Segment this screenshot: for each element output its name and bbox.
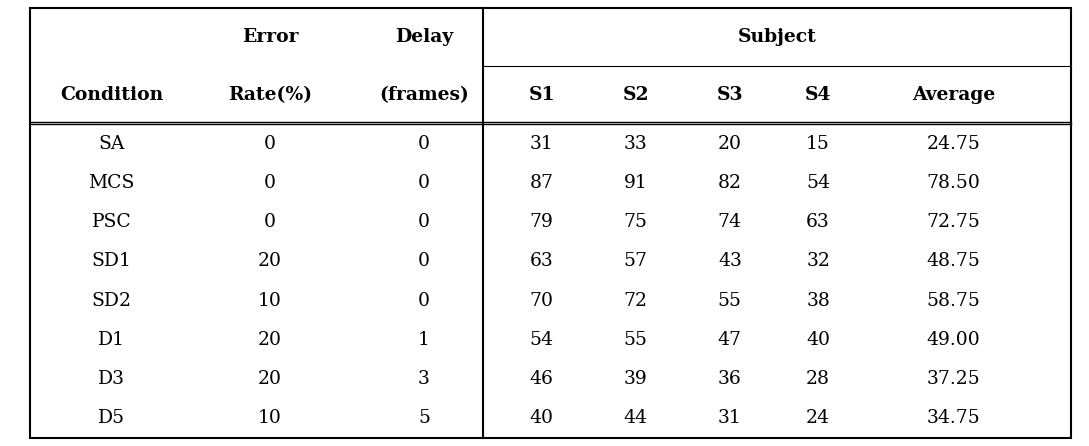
Text: Subject: Subject: [737, 28, 817, 46]
Text: 72: 72: [624, 292, 648, 310]
Text: 55: 55: [624, 331, 648, 349]
Text: 46: 46: [529, 370, 553, 388]
Text: 0: 0: [264, 135, 276, 153]
Text: 0: 0: [418, 174, 430, 192]
Text: 91: 91: [624, 174, 648, 192]
Text: 37.25: 37.25: [927, 370, 980, 388]
Text: Error: Error: [242, 28, 298, 46]
Text: 31: 31: [718, 409, 742, 427]
Text: PSC: PSC: [91, 213, 132, 231]
Text: 3: 3: [418, 370, 430, 388]
Text: 40: 40: [529, 409, 553, 427]
Text: 15: 15: [806, 135, 830, 153]
Text: 0: 0: [418, 135, 430, 153]
Text: 49.00: 49.00: [927, 331, 980, 349]
Text: 0: 0: [418, 292, 430, 310]
Text: 24: 24: [806, 409, 830, 427]
Text: D5: D5: [98, 409, 125, 427]
Text: 24.75: 24.75: [927, 135, 980, 153]
Text: 10: 10: [258, 409, 282, 427]
Text: (frames): (frames): [379, 86, 469, 104]
Text: 55: 55: [718, 292, 742, 310]
Text: D1: D1: [98, 331, 125, 349]
Text: 20: 20: [258, 331, 282, 349]
Text: 63: 63: [529, 252, 553, 270]
Text: 87: 87: [529, 174, 553, 192]
Text: 40: 40: [806, 331, 830, 349]
Text: 54: 54: [806, 174, 830, 192]
Text: SD1: SD1: [91, 252, 132, 270]
Text: 20: 20: [258, 370, 282, 388]
Text: 63: 63: [806, 213, 830, 231]
Text: S4: S4: [805, 86, 831, 104]
Text: 0: 0: [418, 213, 430, 231]
Text: 79: 79: [529, 213, 553, 231]
Text: 47: 47: [718, 331, 742, 349]
Text: 33: 33: [624, 135, 648, 153]
Text: 10: 10: [258, 292, 282, 310]
Text: 82: 82: [718, 174, 742, 192]
Text: Condition: Condition: [60, 86, 163, 104]
Text: 20: 20: [258, 252, 282, 270]
Text: S2: S2: [623, 86, 649, 104]
Text: 48.75: 48.75: [927, 252, 980, 270]
Text: D3: D3: [98, 370, 125, 388]
Text: 0: 0: [418, 252, 430, 270]
Text: 0: 0: [264, 174, 276, 192]
Text: S1: S1: [528, 86, 555, 104]
Text: S3: S3: [717, 86, 743, 104]
Text: 32: 32: [806, 252, 830, 270]
Text: 31: 31: [529, 135, 553, 153]
Text: 34.75: 34.75: [927, 409, 980, 427]
Text: 28: 28: [806, 370, 830, 388]
Text: MCS: MCS: [88, 174, 135, 192]
Text: Delay: Delay: [395, 28, 453, 46]
Text: 78.50: 78.50: [927, 174, 980, 192]
Text: 57: 57: [624, 252, 648, 270]
Text: Average: Average: [911, 86, 995, 104]
Text: SA: SA: [98, 135, 125, 153]
Text: 39: 39: [624, 370, 648, 388]
Text: 0: 0: [264, 213, 276, 231]
Text: 44: 44: [624, 409, 648, 427]
Text: 75: 75: [624, 213, 648, 231]
Text: 38: 38: [806, 292, 830, 310]
Text: 36: 36: [718, 370, 742, 388]
Text: Rate(%): Rate(%): [228, 86, 313, 104]
Text: 72.75: 72.75: [927, 213, 980, 231]
Text: 54: 54: [529, 331, 553, 349]
Text: 74: 74: [718, 213, 742, 231]
Text: 58.75: 58.75: [927, 292, 980, 310]
Text: 70: 70: [529, 292, 553, 310]
Text: 43: 43: [718, 252, 742, 270]
Text: 1: 1: [418, 331, 430, 349]
Text: 20: 20: [718, 135, 742, 153]
Text: 5: 5: [418, 409, 430, 427]
Text: SD2: SD2: [91, 292, 132, 310]
